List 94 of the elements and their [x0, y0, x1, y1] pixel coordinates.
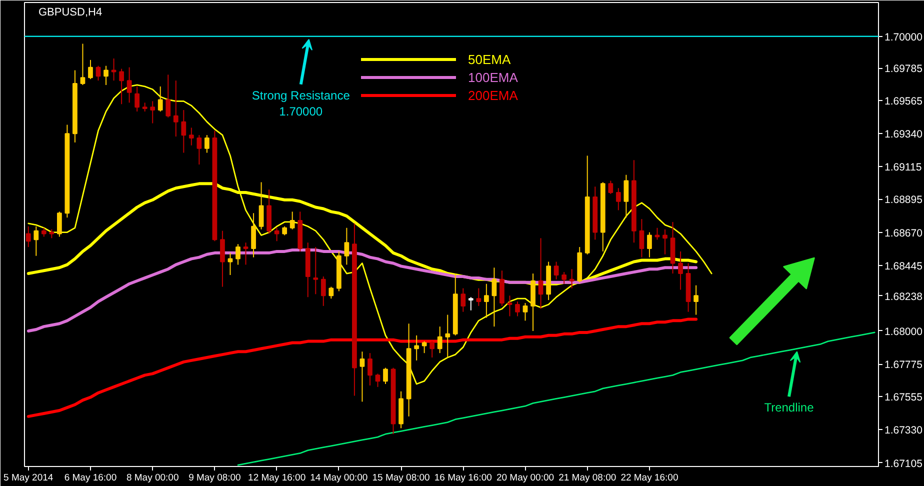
x-tick-label: 21 May 08:00	[558, 472, 616, 484]
candlestick	[460, 288, 466, 312]
candlestick	[639, 218, 644, 258]
candlestick	[484, 283, 489, 318]
candlestick	[181, 110, 186, 154]
x-tick-label: 9 May 08:00	[188, 472, 241, 484]
annotation: Trendline	[764, 400, 814, 415]
candlestick	[88, 59, 93, 80]
candlestick	[220, 230, 225, 288]
candlestick	[662, 228, 668, 255]
candlestick	[507, 295, 512, 317]
candlestick	[430, 340, 435, 358]
candlestick	[228, 252, 233, 276]
candlestick	[236, 244, 240, 266]
y-tick-label: 1.68238	[884, 290, 923, 303]
candlestick	[258, 182, 264, 230]
y-tick-label: 1.69565	[884, 95, 923, 108]
candlestick	[96, 65, 101, 82]
candlestick	[134, 86, 140, 112]
x-tick-label: 14 May 00:00	[310, 472, 368, 484]
candlestick	[624, 174, 629, 218]
x-tick-label: 12 May 16:00	[248, 472, 306, 484]
candlestick	[80, 43, 86, 86]
x-tick-label: 16 May 16:00	[434, 472, 492, 484]
candlestick	[26, 226, 31, 248]
candlestick	[678, 250, 683, 290]
x-tick-label: 20 May 00:00	[496, 472, 554, 484]
candlestick	[204, 134, 210, 154]
candlestick	[569, 268, 574, 289]
candlestick	[56, 211, 62, 238]
candlestick	[173, 80, 178, 138]
y-tick-label: 1.69340	[884, 128, 923, 141]
candlestick	[158, 86, 163, 112]
line-series	[237, 332, 876, 466]
y-tick-label: 1.68445	[884, 260, 923, 272]
candlestick	[150, 100, 156, 124]
candlestick	[562, 272, 567, 284]
candlestick	[313, 246, 318, 295]
candlestick	[383, 367, 388, 385]
candlestick	[500, 270, 504, 306]
candlestick	[34, 226, 39, 256]
candlestick	[616, 188, 621, 211]
candlestick	[166, 74, 171, 118]
text: 100EMA	[468, 68, 518, 86]
y-tick-label: 1.70000	[884, 31, 923, 44]
candlestick	[608, 180, 614, 194]
candlestick	[694, 284, 698, 316]
y-tick-label: 1.67330	[884, 424, 923, 437]
candlestick	[437, 326, 442, 354]
candlestick	[375, 373, 380, 388]
y-tick-label: 1.68670	[884, 227, 923, 240]
candlestick	[554, 261, 559, 280]
y-tick-label: 1.69785	[884, 63, 923, 76]
candlestick	[422, 340, 427, 354]
candlestick	[654, 227, 660, 240]
line-series	[26, 318, 698, 418]
candlestick	[414, 334, 420, 361]
y-tick-label: 1.69115	[884, 162, 922, 174]
y-tick-label: 1.67105	[884, 458, 923, 470]
candlestick	[274, 227, 280, 242]
chart-title: GBPUSD,H4	[38, 6, 102, 18]
candlestick	[360, 351, 365, 402]
candlestick	[468, 296, 474, 311]
y-tick-label: 1.67775	[884, 359, 923, 372]
text: 200EMA	[468, 86, 518, 104]
candlestick	[522, 302, 528, 322]
x-tick-label: 22 May 16:00	[620, 472, 678, 484]
candlestick	[368, 352, 372, 386]
candlestick	[243, 242, 248, 266]
candlestick	[445, 314, 450, 358]
candlestick	[515, 301, 520, 317]
ref-line-label: Strong Resistance 1.70000	[252, 88, 350, 118]
candlestick	[320, 276, 326, 306]
text: 50EMA	[468, 50, 511, 68]
x-tick-label: 8 May 00:00	[126, 472, 179, 484]
x-tick-label: 6 May 16:00	[64, 472, 117, 484]
x-tick-label: 5 May 2014	[4, 472, 54, 484]
candlestick	[104, 65, 108, 86]
x-tick-label: 15 May 08:00	[372, 472, 430, 484]
candlestick	[647, 232, 652, 258]
candlestick	[188, 127, 194, 146]
y-tick-label: 1.68000	[884, 326, 923, 338]
candlestick	[290, 211, 295, 230]
candlestick	[251, 212, 256, 258]
candlestick	[328, 286, 334, 300]
y-tick-label: 1.68895	[884, 194, 923, 206]
candlestick	[344, 227, 350, 266]
candlestick	[538, 238, 544, 310]
candlestick	[476, 288, 482, 306]
candlestick	[119, 68, 124, 105]
candlestick	[196, 134, 202, 166]
y-tick-label: 1.67555	[884, 392, 923, 404]
candlestick	[492, 267, 497, 328]
candlestick	[126, 66, 132, 104]
